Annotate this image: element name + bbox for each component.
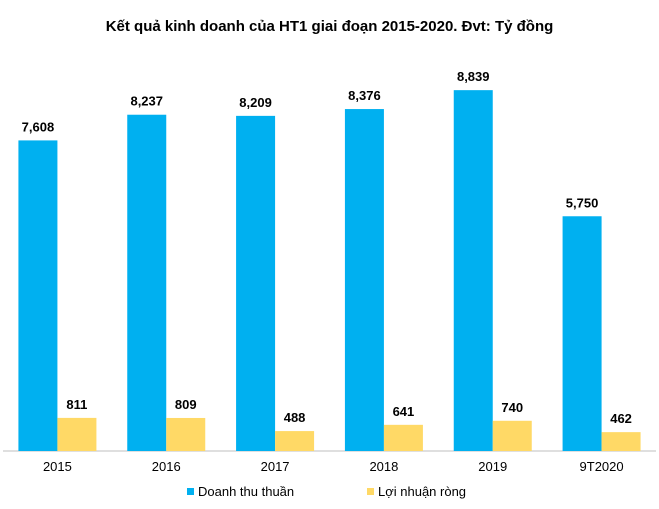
- profit-label-2019: 740: [501, 400, 523, 415]
- profit-bar-2018: [383, 424, 423, 451]
- profit-bar-9T2020: [601, 432, 641, 451]
- profit-label-2015: 811: [66, 397, 87, 412]
- x-tick-label-2017: 2017: [261, 459, 290, 474]
- revenue-bar-2017: [236, 115, 276, 451]
- revenue-bar-2019: [453, 90, 493, 452]
- x-tick-label-2018: 2018: [369, 459, 398, 474]
- profit-label-2017: 488: [284, 410, 306, 425]
- revenue-bar-2015: [18, 140, 58, 451]
- legend-swatch-1: [367, 488, 374, 495]
- profit-label-2016: 809: [175, 397, 197, 412]
- chart-title: Kết quả kinh doanh của HT1 giai đoạn 201…: [105, 18, 554, 35]
- revenue-label-2019: 8,839: [457, 69, 490, 84]
- legend-label-1: Lợi nhuận ròng: [378, 484, 466, 499]
- revenue-label-2016: 8,237: [130, 94, 163, 109]
- revenue-label-2018: 8,376: [348, 88, 381, 103]
- revenue-label-2017: 8,209: [239, 95, 272, 110]
- profit-bar-2016: [166, 417, 206, 451]
- revenue-label-9T2020: 5,750: [566, 195, 599, 210]
- legend-label-0: Doanh thu thuần: [198, 484, 294, 499]
- profit-label-9T2020: 462: [610, 411, 632, 426]
- revenue-bar-2016: [127, 114, 167, 452]
- x-tick-label-2016: 2016: [152, 459, 181, 474]
- legend-swatch-0: [187, 488, 194, 495]
- profit-bar-2017: [275, 431, 315, 451]
- x-tick-label-9T2020: 9T2020: [580, 459, 624, 474]
- revenue-label-2015: 7,608: [22, 119, 55, 134]
- revenue-bar-9T2020: [562, 216, 602, 451]
- x-tick-label-2019: 2019: [478, 459, 507, 474]
- profit-bar-2019: [492, 420, 532, 451]
- x-tick-label-2015: 2015: [43, 459, 72, 474]
- revenue-bar-2018: [344, 109, 384, 452]
- profit-label-2018: 641: [393, 404, 415, 419]
- profit-bar-2015: [57, 417, 97, 451]
